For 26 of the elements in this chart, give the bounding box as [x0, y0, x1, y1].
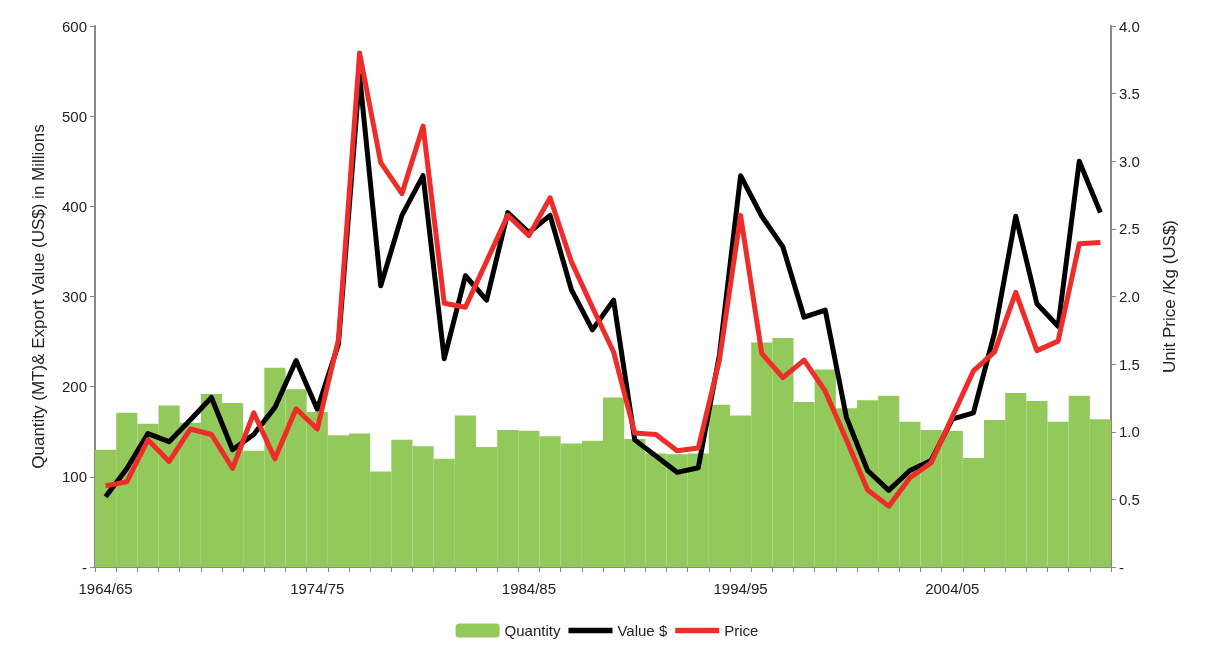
y2-tick-label: 3.0	[1119, 152, 1140, 170]
y2-tick-label: -	[1119, 558, 1124, 576]
y2-tick-label: 1.5	[1119, 355, 1140, 373]
x-tick-label: 1994/95	[713, 580, 768, 597]
y-tick-label: 600	[61, 17, 87, 35]
y-tick-label: 200	[61, 378, 87, 396]
y-tick-label: -	[82, 558, 87, 576]
y2-tick-label: 3.5	[1119, 85, 1140, 103]
y2-tick-label: 0.5	[1119, 490, 1140, 508]
x-tick-label: 1974/75	[290, 580, 345, 597]
y2-axis-title: Unit Price /Kg (US$)	[1160, 219, 1179, 374]
y-tick-label: 300	[61, 288, 87, 305]
legend-label: Value $	[617, 622, 668, 639]
y-tick-label: 500	[61, 107, 87, 125]
y-axis-title: Quantity (MT)& Export Value (US$) in Millions	[29, 124, 48, 469]
y-tick-label: 400	[61, 197, 87, 215]
y2-tick-label: 4.0	[1119, 17, 1140, 35]
legend-label: Quantity	[504, 622, 561, 639]
y2-tick-label: 2.0	[1119, 288, 1140, 305]
y-tick-label: 100	[61, 468, 87, 486]
y2-tick-label: 2.5	[1119, 220, 1140, 238]
x-tick-label: 1964/65	[78, 580, 133, 597]
x-tick-label: 1984/85	[501, 580, 557, 597]
legend-label: Price	[724, 622, 759, 639]
y2-tick-label: 1.0	[1119, 423, 1140, 441]
x-tick-label: 2004/05	[925, 580, 980, 597]
